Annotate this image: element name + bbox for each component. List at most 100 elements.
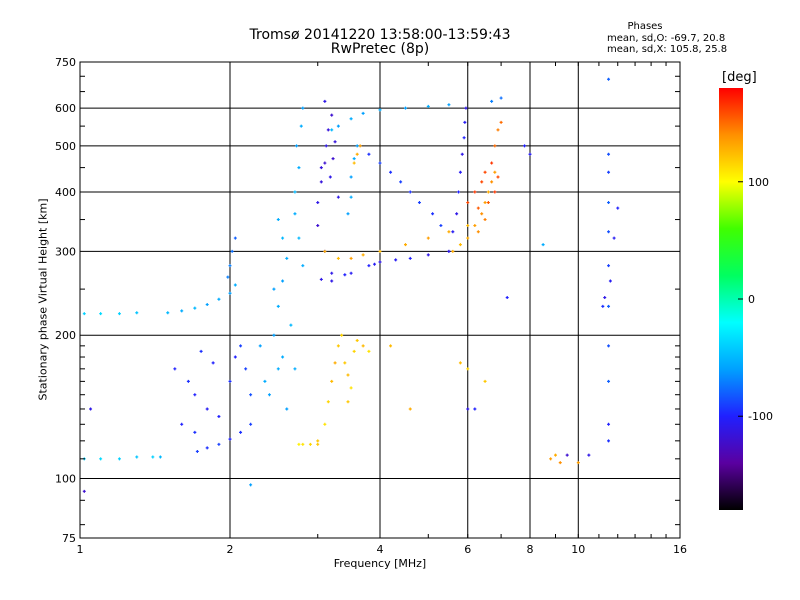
data-point — [426, 253, 430, 257]
data-point — [217, 442, 221, 446]
data-point — [499, 96, 503, 100]
data-point — [607, 170, 611, 174]
data-point — [233, 355, 237, 359]
data-point — [607, 230, 611, 234]
data-point — [490, 99, 494, 103]
data-point — [378, 260, 382, 264]
data-point — [346, 373, 350, 377]
data-point — [352, 349, 356, 353]
data-point — [346, 400, 350, 404]
data-point — [258, 344, 262, 348]
data-point — [228, 264, 232, 268]
data-point — [373, 262, 377, 266]
data-point — [336, 195, 340, 199]
data-point — [476, 230, 480, 234]
data-point — [316, 439, 320, 443]
data-point — [301, 442, 305, 446]
data-point — [408, 256, 412, 260]
data-point — [228, 379, 232, 383]
data-point — [378, 249, 382, 253]
y-tick-label: 200 — [55, 329, 76, 342]
grid-lines — [80, 62, 680, 538]
data-point — [276, 304, 280, 308]
data-point — [297, 236, 301, 240]
data-point — [205, 446, 209, 450]
data-point — [272, 333, 276, 337]
data-point — [447, 249, 451, 253]
data-points — [82, 77, 620, 493]
data-point — [297, 442, 301, 446]
x-tick-label: 10 — [571, 543, 585, 556]
data-point — [267, 393, 271, 397]
data-point — [587, 453, 591, 457]
data-point — [565, 453, 569, 457]
data-point — [367, 349, 371, 353]
data-point — [230, 249, 234, 253]
colorbar-tick-label: -100 — [748, 410, 773, 423]
data-point — [324, 144, 328, 148]
data-point — [217, 297, 221, 301]
data-point — [403, 243, 407, 247]
data-point — [323, 161, 327, 165]
data-point — [505, 296, 509, 300]
data-point — [455, 212, 459, 216]
data-point — [349, 117, 353, 121]
data-point — [326, 400, 330, 404]
data-point — [263, 379, 267, 383]
data-point — [117, 312, 121, 316]
data-point — [173, 367, 177, 371]
data-point — [361, 253, 365, 257]
data-point — [528, 152, 532, 156]
data-point — [480, 180, 484, 184]
data-point — [355, 152, 359, 156]
data-point — [333, 140, 337, 144]
data-point — [408, 407, 412, 411]
data-point — [355, 338, 359, 342]
data-point — [316, 201, 320, 205]
data-point — [490, 161, 494, 165]
data-point — [319, 180, 323, 184]
data-point — [193, 430, 197, 434]
data-point — [336, 256, 340, 260]
data-point — [367, 152, 371, 156]
data-point — [249, 422, 253, 426]
data-point — [483, 218, 487, 222]
data-point — [336, 344, 340, 348]
colorbar-tick-label: 0 — [748, 293, 755, 306]
data-point — [166, 311, 170, 315]
data-point — [426, 236, 430, 240]
data-point — [349, 271, 353, 275]
data-point — [457, 190, 461, 194]
data-point — [193, 306, 197, 310]
data-point — [408, 190, 412, 194]
data-point — [281, 236, 285, 240]
data-point — [462, 136, 466, 140]
data-point — [249, 483, 253, 487]
data-point — [607, 344, 611, 348]
data-point — [480, 212, 484, 216]
data-point — [295, 144, 299, 148]
data-point — [523, 144, 527, 148]
data-point — [426, 104, 430, 108]
data-point — [316, 442, 320, 446]
data-point — [82, 489, 86, 493]
data-point — [476, 206, 480, 210]
data-point — [199, 349, 203, 353]
data-point — [607, 77, 611, 81]
data-point — [466, 407, 470, 411]
x-tick-label: 16 — [673, 543, 687, 556]
y-tick-label: 100 — [55, 473, 76, 486]
data-point — [607, 152, 611, 156]
data-point — [343, 361, 347, 365]
data-point — [319, 277, 323, 281]
data-point — [607, 379, 611, 383]
data-point — [458, 170, 462, 174]
x-tick-label: 2 — [227, 543, 234, 556]
data-point — [361, 344, 365, 348]
data-point — [355, 144, 359, 148]
data-point — [389, 170, 393, 174]
data-point — [239, 344, 243, 348]
data-point — [330, 128, 334, 132]
data-point — [89, 407, 93, 411]
data-point — [135, 455, 139, 459]
